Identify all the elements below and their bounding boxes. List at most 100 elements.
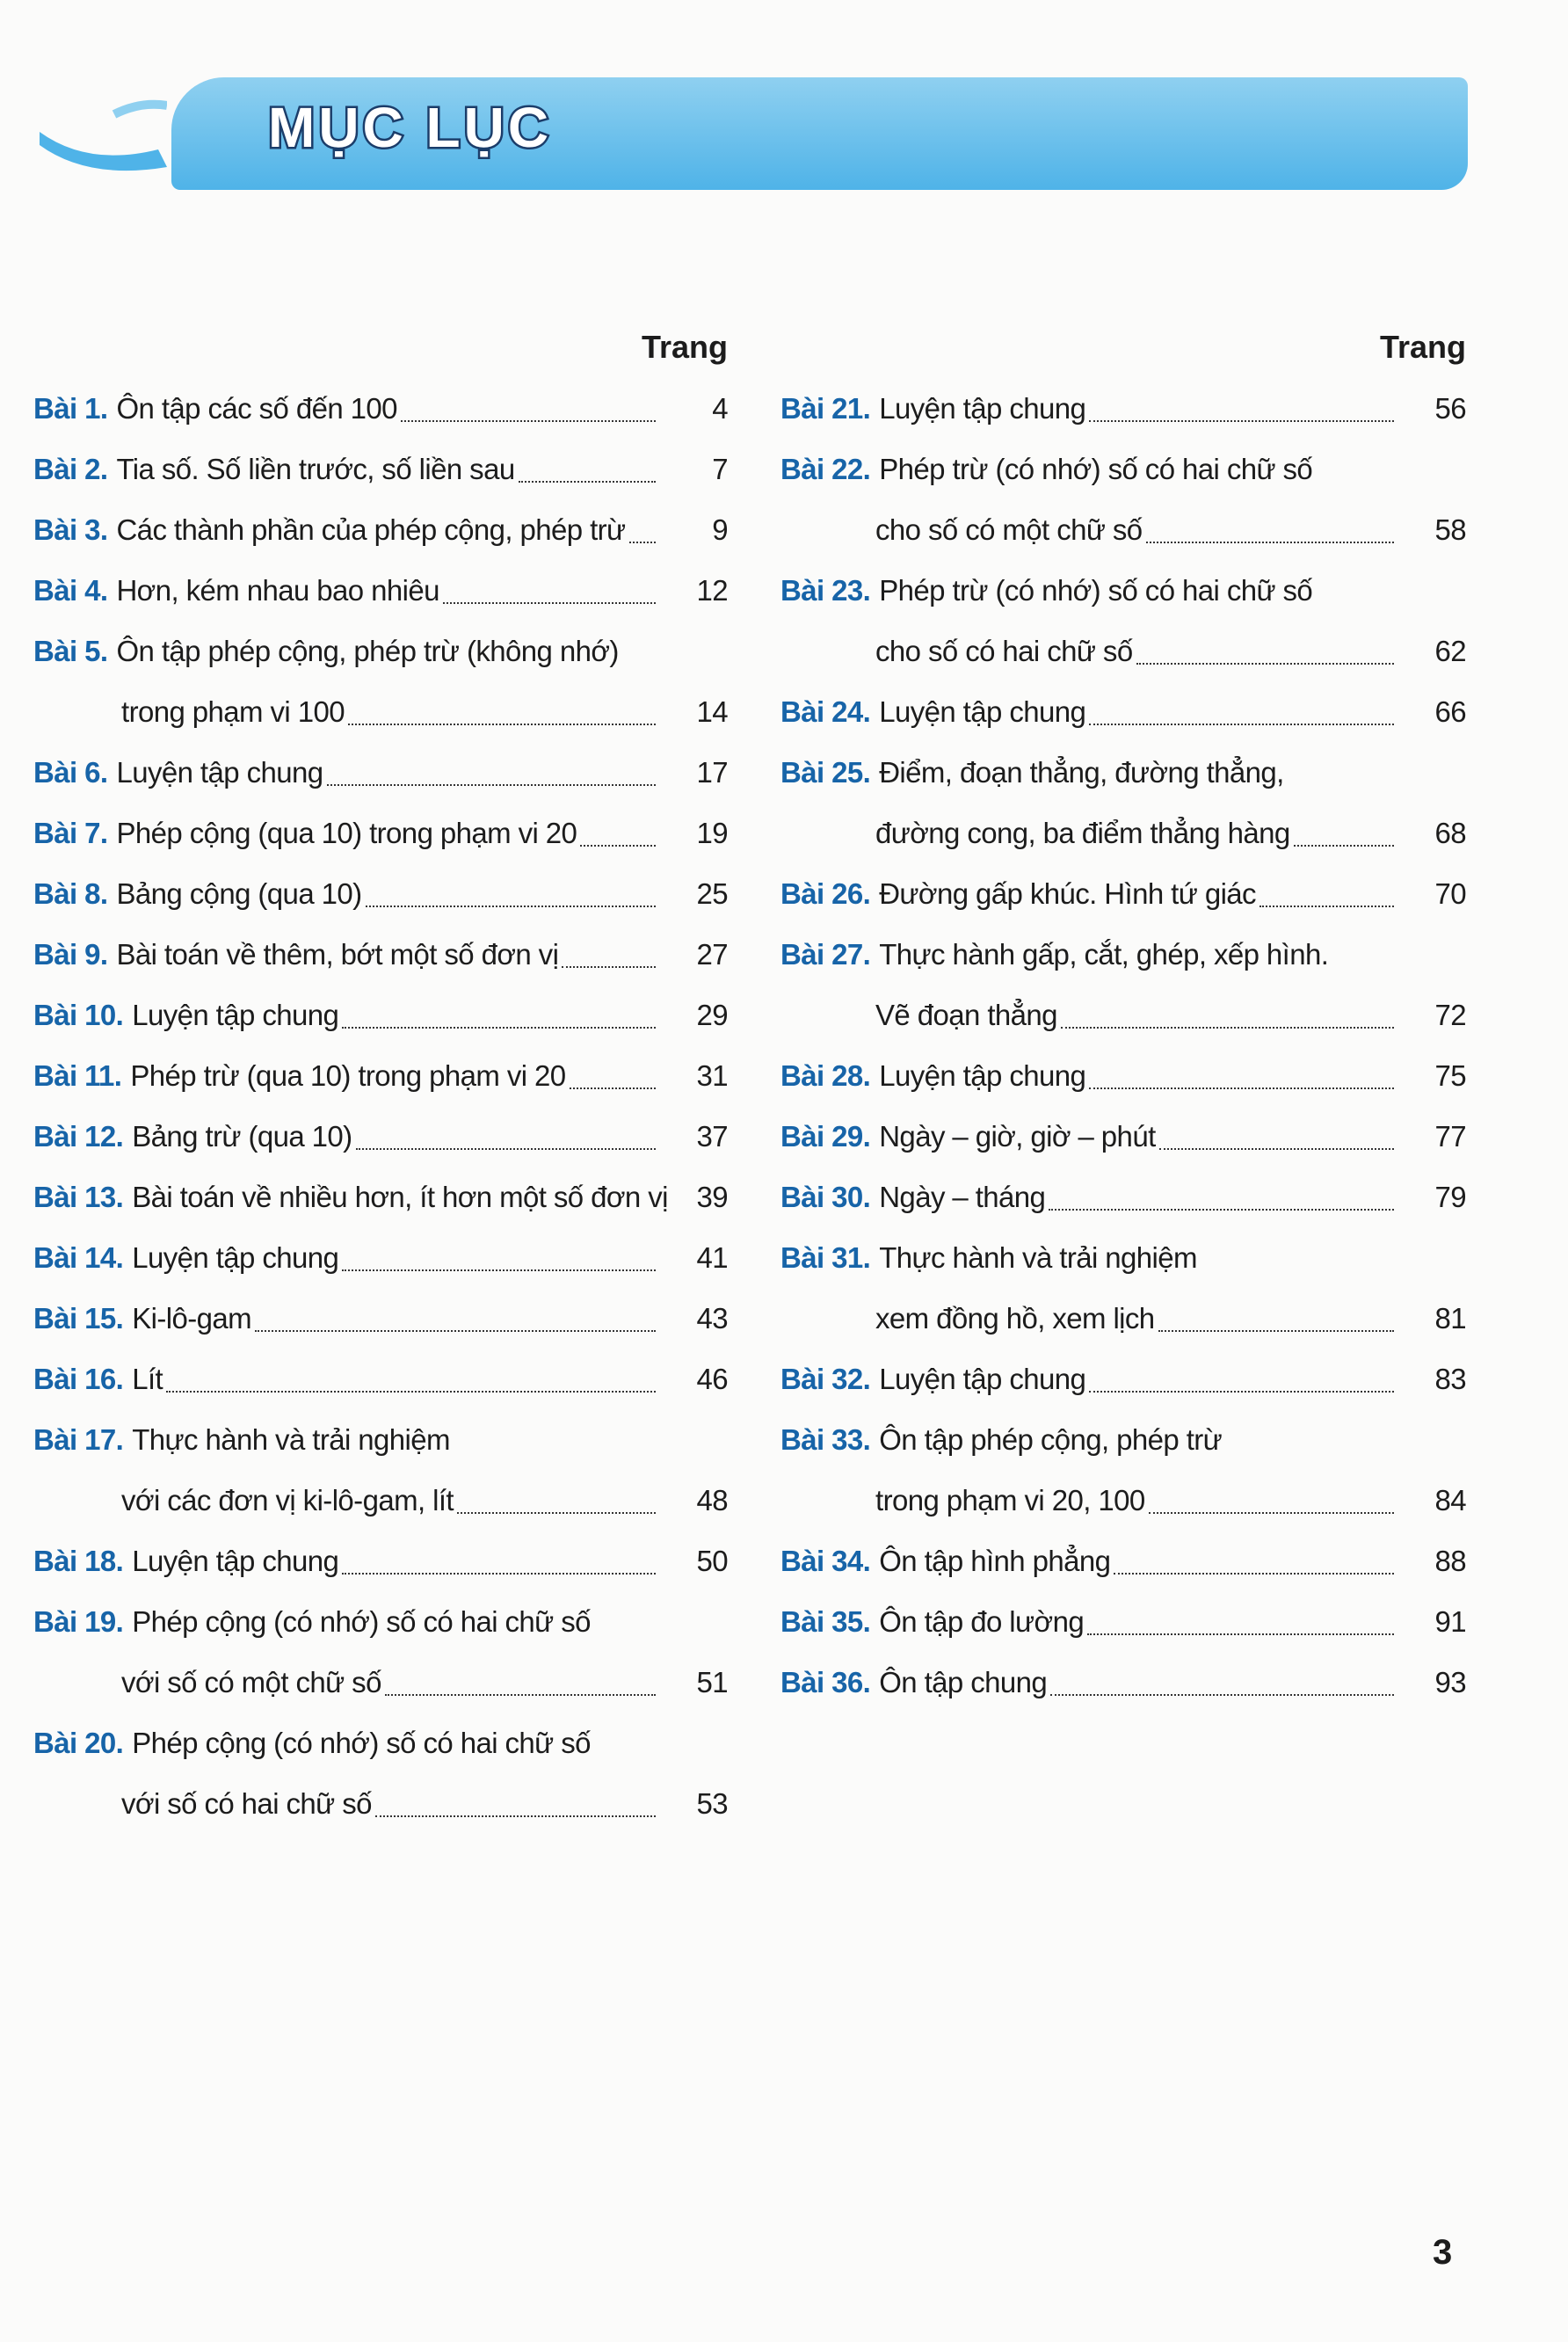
toc-line: Bài 25. Điểm, đoạn thẳng, đường thẳng,	[780, 742, 1466, 803]
lesson-title: với số có hai chữ số	[121, 1787, 372, 1820]
toc-line: Bài 35. Ôn tập đo lường 91	[780, 1591, 1467, 1652]
page-ref: 75	[1434, 1059, 1466, 1092]
lesson-title: Ôn tập chung	[879, 1666, 1048, 1698]
dot-leader	[365, 905, 656, 907]
page-ref: 88	[1434, 1545, 1466, 1577]
lesson-title: Phép cộng (có nhớ) số có hai chữ số	[132, 1605, 591, 1638]
toc-line: Bài 1. Ôn tập các số đến 100 4	[33, 378, 729, 439]
lesson-title: Ôn tập đo lường	[879, 1605, 1085, 1638]
page-ref: 81	[1434, 1302, 1466, 1335]
lesson-title: Phép cộng (qua 10) trong phạm vi 20	[116, 817, 577, 849]
lesson-number: Bài 22.	[780, 453, 871, 485]
page-ref: 70	[1434, 877, 1466, 910]
toc-line: Bài 19. Phép cộng (có nhớ) số có hai chữ …	[33, 1591, 728, 1652]
dot-leader	[628, 541, 656, 543]
lesson-title: Ôn tập phép cộng, phép trừ (không nhớ)	[116, 635, 619, 667]
lesson-title: Ôn tập phép cộng, phép trừ	[879, 1423, 1223, 1456]
lesson-title: Thực hành gấp, cắt, ghép, xếp hình.	[879, 938, 1329, 971]
lesson-number: Bài 35.	[780, 1605, 871, 1638]
toc-line: trong phạm vi 100 14	[33, 681, 729, 742]
lesson-number: Bài 21.	[780, 392, 871, 425]
lesson-number: Bài 30.	[780, 1181, 871, 1213]
dot-leader	[518, 480, 656, 483]
lesson-number: Bài 20.	[33, 1727, 124, 1759]
lesson-title: đường cong, ba điểm thẳng hàng	[875, 817, 1290, 849]
lesson-title: Bảng trừ (qua 10)	[132, 1120, 352, 1153]
toc-line: Bài 15. Ki-lô-gam 43	[33, 1288, 729, 1349]
lesson-title: Luyện tập chung	[879, 695, 1086, 728]
lesson-number: Bài 23.	[780, 574, 871, 607]
page-ref: 48	[696, 1484, 728, 1516]
dot-leader	[1114, 1572, 1394, 1575]
toc-line: Bài 22. Phép trừ (có nhớ) số có hai chữ s…	[780, 439, 1466, 499]
dot-leader	[384, 1693, 656, 1696]
lesson-number: Bài 13.	[33, 1181, 124, 1213]
page-ref: 68	[1434, 817, 1466, 849]
lesson-number: Bài 24.	[780, 695, 871, 728]
dot-leader	[1148, 1511, 1394, 1514]
lesson-number: Bài 1.	[33, 392, 108, 425]
lesson-number: Bài 9.	[33, 938, 108, 971]
lesson-number: Bài 29.	[780, 1120, 871, 1153]
lesson-title: Bài toán về thêm, bớt một số đơn vị	[116, 938, 559, 971]
toc-line: Bài 4. Hơn, kém nhau bao nhiêu 12	[33, 560, 729, 621]
toc-line: Bài 32. Luyện tập chung 83	[780, 1349, 1467, 1409]
toc-line: Bài 21. Luyện tập chung 56	[780, 378, 1467, 439]
lesson-title: Phép trừ (qua 10) trong phạm vi 20	[130, 1059, 566, 1092]
toc-line: Bài 8. Bảng cộng (qua 10) 25	[33, 863, 729, 924]
page-ref: 19	[696, 817, 728, 849]
page-ref: 29	[696, 999, 728, 1031]
dot-leader	[374, 1815, 656, 1817]
page-ref: 62	[1434, 635, 1466, 667]
toc-line: đường cong, ba điểm thẳng hàng 68	[780, 803, 1467, 863]
toc-line: với số có một chữ số 51	[33, 1652, 729, 1713]
lesson-title: Luyện tập chung	[116, 756, 323, 789]
lesson-number: Bài 19.	[33, 1605, 124, 1638]
page-heading: Trang	[1379, 329, 1466, 365]
dot-leader	[342, 1026, 656, 1029]
lesson-number: Bài 8.	[33, 877, 108, 910]
dot-leader	[1089, 723, 1394, 725]
lesson-number: Bài 7.	[33, 817, 108, 849]
lesson-number: Bài 6.	[33, 756, 108, 789]
lesson-title: Luyện tập chung	[132, 999, 339, 1031]
page-ref: 79	[1434, 1181, 1466, 1213]
toc-line: Bài 13. Bài toán về nhiều hơn, ít hơn một…	[33, 1167, 729, 1227]
lesson-number: Bài 3.	[33, 513, 108, 546]
toc-line: Bài 7. Phép cộng (qua 10) trong phạm vi 2…	[33, 803, 729, 863]
page-ref: 58	[1434, 513, 1466, 546]
page-ref: 46	[696, 1363, 728, 1395]
toc-line: Vẽ đoạn thẳng 72	[780, 985, 1467, 1045]
lesson-number: Bài 5.	[33, 635, 108, 667]
toc-line: Bài 6. Luyện tập chung 17	[33, 742, 729, 803]
dot-leader	[355, 1147, 656, 1150]
lesson-number: Bài 36.	[780, 1666, 871, 1698]
lesson-title: Bài toán về nhiều hơn, ít hơn một số đơn…	[132, 1181, 668, 1213]
lesson-title: Ôn tập hình phẳng	[879, 1545, 1111, 1577]
page-ref: 31	[696, 1059, 728, 1092]
dot-leader	[1089, 419, 1394, 422]
dot-leader	[1087, 1633, 1394, 1635]
dot-leader	[456, 1511, 656, 1514]
page-ref: 17	[696, 756, 728, 789]
header-banner	[171, 77, 1468, 190]
toc-column: Trang Bài 21. Luyện tập chung 56 Bài 22. Phép…	[780, 316, 1467, 1713]
toc-line: Bài 20. Phép cộng (có nhớ) số có hai chữ …	[33, 1713, 728, 1773]
lesson-number: Bài 27.	[780, 938, 871, 971]
page-ref: 37	[696, 1120, 728, 1153]
page-ref: 83	[1434, 1363, 1466, 1395]
lesson-number: Bài 14.	[33, 1241, 124, 1274]
page-number: 3	[1433, 2233, 1453, 2272]
toc-line: cho số có một chữ số 58	[780, 499, 1467, 560]
toc-line: Bài 3. Các thành phần của phép cộng, phép…	[33, 499, 729, 560]
dot-leader	[342, 1572, 656, 1575]
dot-leader	[569, 1087, 656, 1089]
dot-leader	[1145, 541, 1394, 543]
lesson-title: Bảng cộng (qua 10)	[116, 877, 362, 910]
lesson-title: cho số có một chữ số	[875, 513, 1143, 546]
toc-line: trong phạm vi 20, 100 84	[780, 1470, 1467, 1531]
lesson-number: Bài 11.	[33, 1059, 122, 1092]
toc-line: Bài 23. Phép trừ (có nhớ) số có hai chữ s…	[780, 560, 1466, 621]
lesson-title: Điểm, đoạn thẳng, đường thẳng,	[879, 756, 1284, 789]
toc-line: Bài 28. Luyện tập chung 75	[780, 1045, 1467, 1106]
